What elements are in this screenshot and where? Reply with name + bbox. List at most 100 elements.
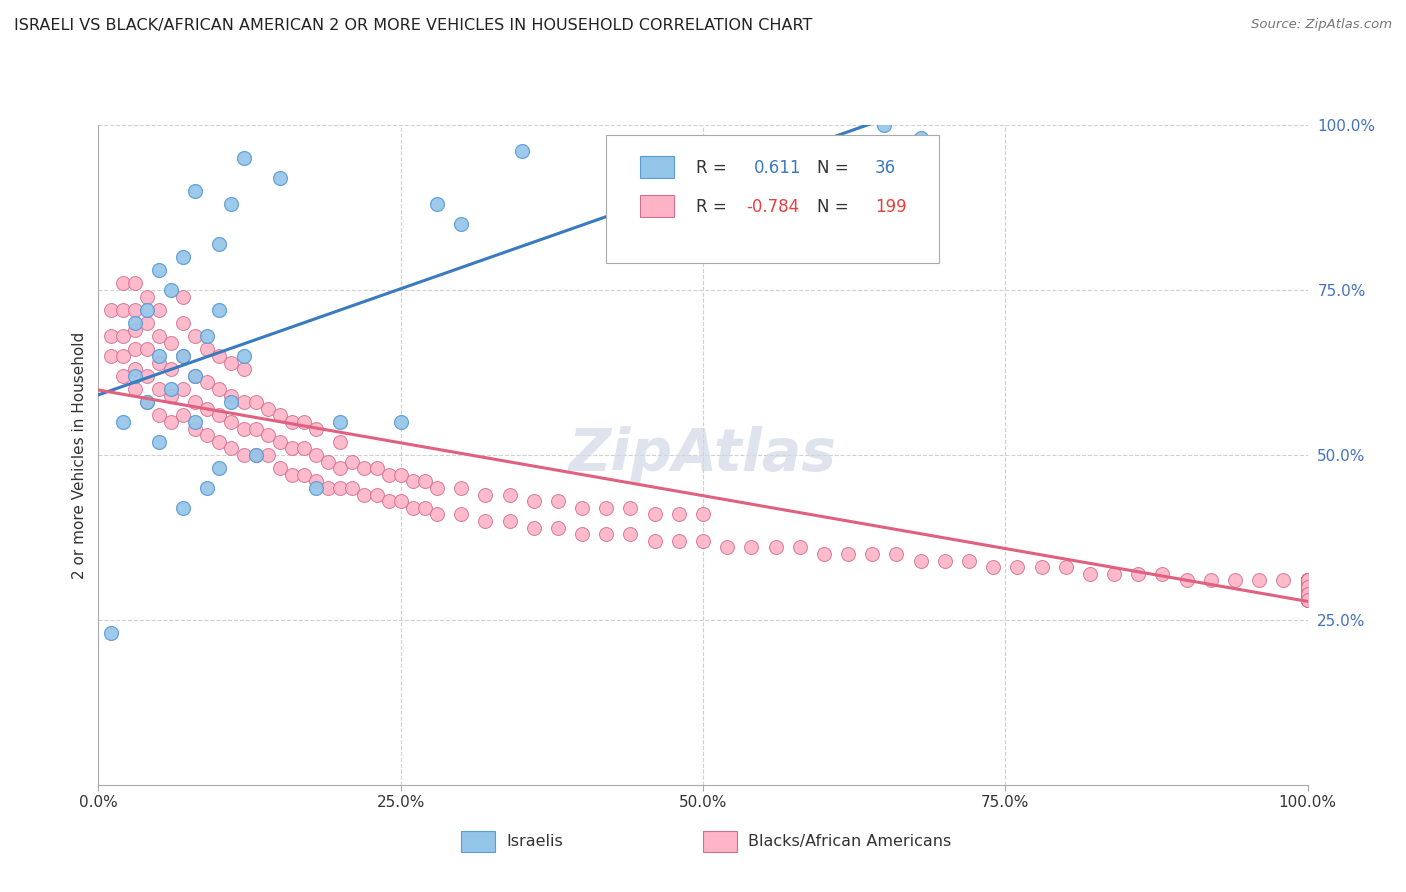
Point [124, 362, 146, 376]
Point [366, 461, 388, 475]
Point [232, 151, 254, 165]
Point [1296, 586, 1319, 600]
Point [1296, 580, 1319, 594]
Point [740, 541, 762, 555]
Point [305, 448, 328, 462]
Point [1296, 574, 1319, 588]
Point [195, 343, 218, 357]
Point [100, 329, 122, 343]
Point [1054, 560, 1077, 574]
Point [100, 626, 122, 640]
Point [148, 382, 170, 396]
Point [160, 388, 183, 402]
Point [1031, 560, 1053, 574]
Point [1296, 580, 1319, 594]
Point [135, 343, 157, 357]
Point [124, 343, 146, 357]
Point [1296, 580, 1319, 594]
Point [281, 467, 304, 482]
Point [1296, 586, 1319, 600]
FancyBboxPatch shape [606, 135, 939, 263]
Text: R =: R = [696, 198, 731, 217]
Point [232, 421, 254, 435]
Point [1296, 593, 1319, 607]
Point [389, 415, 412, 429]
Point [1296, 580, 1319, 594]
Point [1296, 586, 1319, 600]
Point [269, 409, 291, 423]
Point [1296, 580, 1319, 594]
Point [716, 541, 738, 555]
Point [644, 533, 666, 548]
Point [269, 461, 291, 475]
Point [232, 448, 254, 462]
Point [981, 560, 1004, 574]
Point [413, 475, 436, 489]
Point [1296, 574, 1319, 588]
Point [934, 553, 956, 567]
Point [765, 541, 787, 555]
Point [232, 362, 254, 376]
Point [269, 434, 291, 449]
FancyBboxPatch shape [461, 831, 495, 852]
Point [1152, 566, 1174, 581]
FancyBboxPatch shape [640, 195, 673, 218]
Point [910, 553, 932, 567]
Point [402, 500, 425, 515]
Point [329, 434, 352, 449]
Point [184, 421, 207, 435]
Point [232, 395, 254, 409]
Point [195, 481, 218, 495]
Point [1296, 593, 1319, 607]
Text: ZipAtlas: ZipAtlas [569, 426, 837, 483]
Point [426, 197, 449, 211]
Point [1296, 580, 1319, 594]
Point [1296, 580, 1319, 594]
Point [498, 514, 520, 528]
Point [208, 409, 231, 423]
Point [389, 494, 412, 508]
Point [148, 409, 170, 423]
Point [523, 520, 546, 534]
Point [692, 508, 714, 522]
Point [195, 401, 218, 416]
Point [1296, 574, 1319, 588]
Point [184, 395, 207, 409]
Point [1296, 580, 1319, 594]
Text: -0.784: -0.784 [747, 198, 800, 217]
Text: Blacks/African Americans: Blacks/African Americans [748, 834, 950, 849]
Point [160, 415, 183, 429]
Point [221, 197, 243, 211]
Point [1296, 574, 1319, 588]
Point [1199, 574, 1222, 588]
Point [124, 316, 146, 330]
Point [1296, 574, 1319, 588]
Point [221, 415, 243, 429]
Point [1296, 586, 1319, 600]
Point [498, 487, 520, 501]
Point [245, 421, 267, 435]
Point [353, 487, 375, 501]
Text: 0.611: 0.611 [754, 159, 801, 177]
Point [1296, 586, 1319, 600]
Point [316, 454, 339, 468]
Point [135, 302, 157, 317]
Point [1296, 586, 1319, 600]
Point [426, 481, 449, 495]
Point [789, 541, 811, 555]
Point [1296, 574, 1319, 588]
Point [1296, 574, 1319, 588]
Point [1296, 574, 1319, 588]
Point [450, 481, 472, 495]
Point [1296, 580, 1319, 594]
Text: 36: 36 [875, 159, 896, 177]
Point [124, 322, 146, 336]
Text: Source: ZipAtlas.com: Source: ZipAtlas.com [1251, 18, 1392, 31]
Point [172, 409, 194, 423]
Point [292, 442, 315, 456]
Point [172, 349, 194, 363]
Point [184, 368, 207, 383]
Point [1296, 574, 1319, 588]
Point [232, 349, 254, 363]
Point [100, 302, 122, 317]
